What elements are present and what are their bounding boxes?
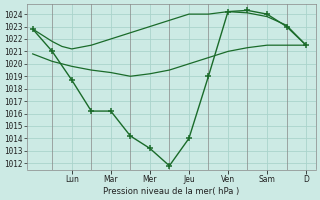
- X-axis label: Pression niveau de la mer( hPa ): Pression niveau de la mer( hPa ): [103, 187, 239, 196]
